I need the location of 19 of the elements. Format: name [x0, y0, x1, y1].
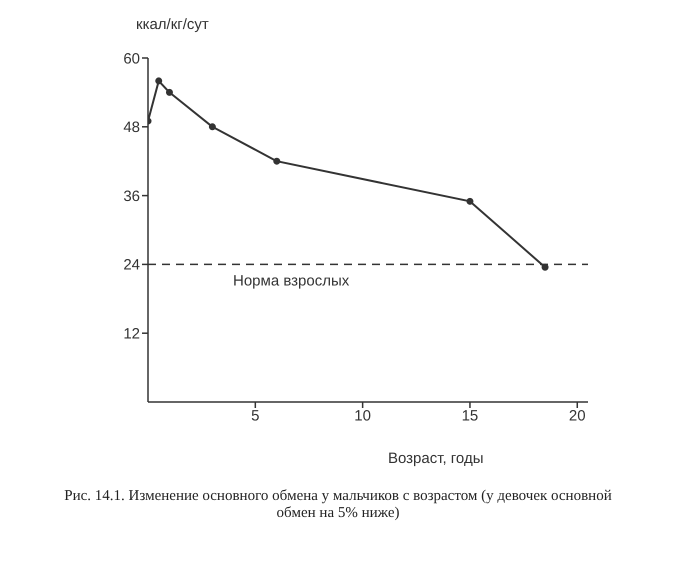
y-tick-label: 24 — [123, 256, 140, 274]
y-axis-title: ккал/кг/сут — [136, 16, 209, 33]
ref-line-label: Норма взрослых — [233, 272, 350, 290]
x-tick-label: 5 — [251, 408, 260, 425]
y-tick-label: 12 — [123, 326, 140, 343]
point — [542, 264, 549, 271]
y-tick-label: 48 — [123, 119, 140, 136]
y-tick-label: 36 — [123, 188, 140, 205]
x-axis-title: Возраст, годы — [388, 450, 484, 467]
x-tick-label: 20 — [568, 408, 586, 425]
point — [155, 77, 162, 84]
point — [208, 123, 216, 130]
y-tick-label: 60 — [123, 50, 140, 68]
point — [273, 158, 280, 165]
x-tick-label: 15 — [462, 408, 478, 425]
point — [466, 198, 474, 205]
x-tick-label: 10 — [354, 408, 371, 425]
text: Рис. 14.1. Изменение основного обмена у мальчиков с возрастом (у девочек основной обмен на 5% ниже) — [63, 488, 613, 522]
point — [166, 88, 173, 96]
